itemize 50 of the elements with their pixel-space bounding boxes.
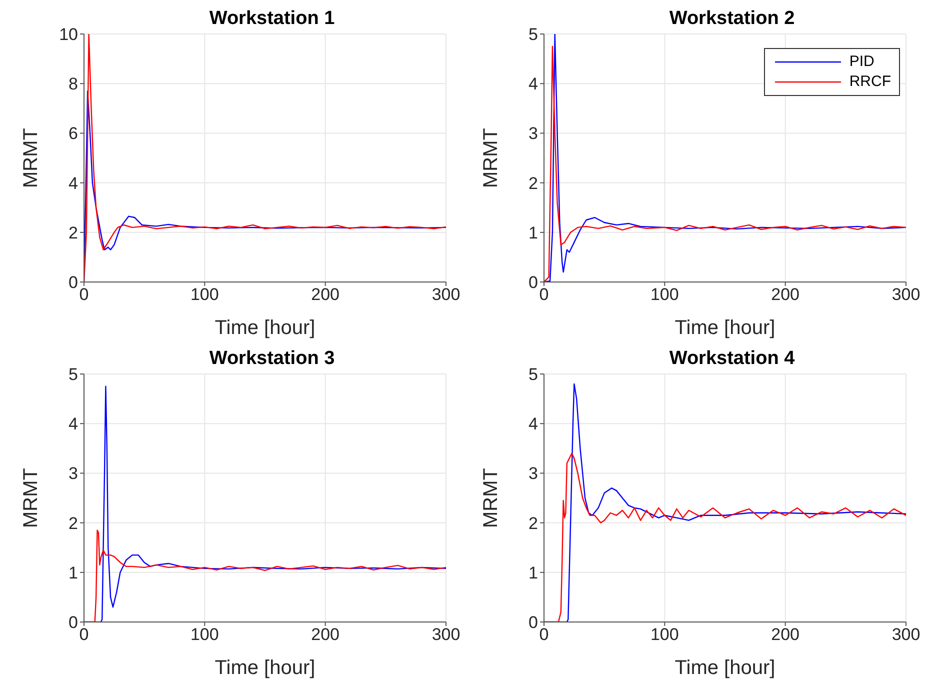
x-tick-label: 200: [771, 285, 800, 304]
chart-title: Workstation 4: [669, 348, 795, 369]
y-tick-label: 5: [68, 365, 78, 384]
y-tick-label: 4: [528, 414, 538, 434]
x-tick-label: 300: [432, 625, 460, 644]
x-tick-label: 300: [892, 625, 920, 644]
y-tick-label: 0: [528, 273, 538, 292]
x-axis-title: Time [hour]: [674, 317, 776, 339]
y-tick-label: 3: [68, 464, 78, 484]
y-axis-title: MRMT: [480, 128, 502, 188]
x-tick-label: 200: [311, 285, 340, 304]
x-axis-title: Time [hour]: [214, 317, 316, 339]
x-tick-label: 100: [650, 625, 679, 644]
y-tick-label: 5: [528, 365, 538, 384]
legend-label: PID: [849, 52, 874, 72]
y-tick-label: 2: [68, 514, 78, 533]
x-tick-label: 200: [311, 625, 340, 644]
y-tick-label: 1: [528, 223, 538, 242]
y-tick-label: 2: [528, 174, 538, 193]
x-tick-label: 300: [432, 285, 460, 304]
y-tick-label: 1: [68, 563, 78, 582]
y-tick-label: 0: [528, 613, 538, 632]
chart-title: Workstation 1: [209, 8, 335, 29]
y-tick-label: 4: [68, 414, 78, 434]
y-tick-label: 2: [68, 223, 78, 242]
y-tick-label: 4: [68, 174, 78, 193]
chart-title: Workstation 2: [669, 8, 795, 29]
y-tick-label: 2: [528, 514, 538, 533]
y-tick-label: 5: [528, 25, 538, 44]
y-tick-label: 6: [68, 124, 78, 144]
y-axis-title: MRMT: [20, 128, 42, 188]
y-tick-label: 4: [528, 74, 538, 94]
y-tick-label: 8: [68, 74, 78, 94]
y-axis-title: MRMT: [20, 468, 42, 528]
y-axis-title: MRMT: [480, 468, 502, 528]
y-tick-label: 1: [528, 563, 538, 582]
y-tick-label: 3: [528, 464, 538, 484]
x-tick-label: 100: [190, 625, 219, 644]
x-axis-title: Time [hour]: [214, 657, 316, 679]
y-tick-label: 0: [68, 613, 78, 632]
x-tick-label: 100: [650, 285, 679, 304]
x-axis-title: Time [hour]: [674, 657, 776, 679]
x-tick-label: 100: [190, 285, 219, 304]
y-tick-label: 0: [68, 273, 78, 292]
chart-title: Workstation 3: [209, 348, 335, 369]
y-tick-label: 3: [528, 124, 538, 144]
legend-label: RRCF: [849, 72, 891, 92]
x-tick-label: 300: [892, 285, 920, 304]
y-tick-label: 10: [59, 25, 78, 44]
x-tick-label: 200: [771, 625, 800, 644]
